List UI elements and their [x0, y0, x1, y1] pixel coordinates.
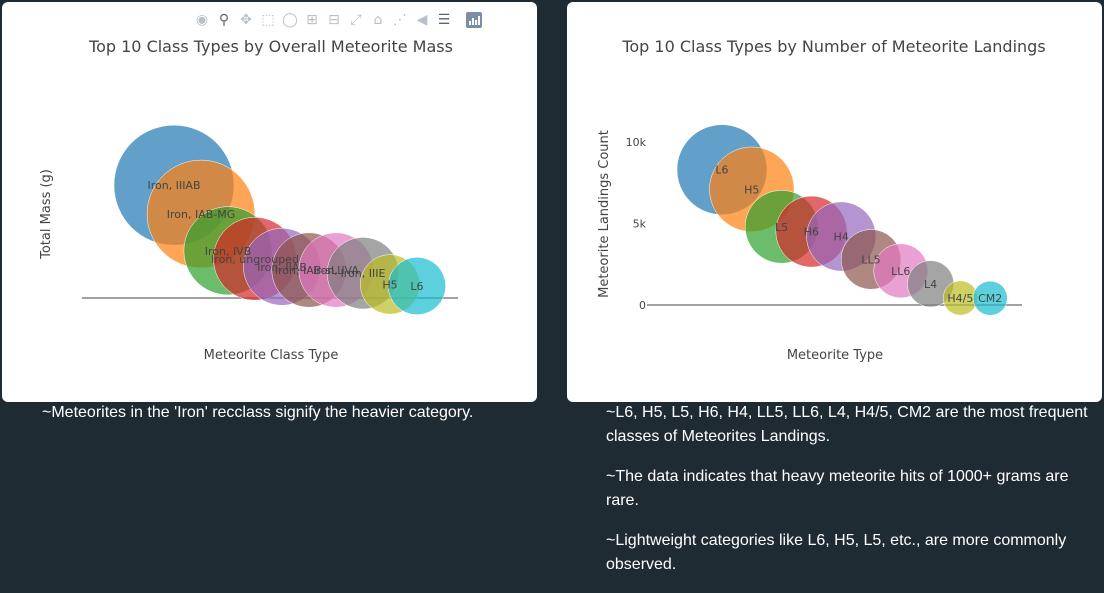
y-ticks: 0 5k 10k	[626, 136, 647, 312]
note-frequent-classes: ~L6, H5, L5, H6, H4, LL5, LL6, L4, H4/5,…	[606, 401, 1100, 449]
bubble-label-iron-iiie: Iron, IIIE	[341, 267, 386, 280]
y-axis-title: Total Mass (g)	[39, 169, 54, 260]
bubble-label-iron-iab-mg: Iron, IAB-MG	[167, 208, 236, 221]
chart-title: Top 10 Class Types by Overall Meteorite …	[88, 37, 453, 56]
bubble-label-ll5: LL5	[861, 253, 880, 266]
notes-landings: ~L6, H5, L5, H6, H4, LL5, LL6, L4, H4/5,…	[606, 401, 1100, 593]
bubble-label-h4-5: H4/5	[947, 292, 973, 305]
landings-chart: Top 10 Class Types by Number of Meteorit…	[567, 2, 1102, 402]
bubble-label-h6: H6	[804, 226, 819, 239]
note-heavy-iron: ~Meteorites in the 'Iron' recclass signi…	[42, 401, 522, 425]
y-tick-label: 0	[639, 299, 646, 312]
y-tick-label: 5k	[633, 218, 647, 231]
bubble-label-h5: H5	[382, 278, 397, 291]
bubbles: L6 H5 L5 H6 H4 LL5 LL6 L4 H4/5 CM2	[677, 125, 1007, 316]
bubble-label-h4: H4	[834, 231, 849, 244]
bubble-label-h5: H5	[744, 183, 759, 196]
bubble-label-ll6: LL6	[891, 265, 910, 278]
bubble-label-l4: L4	[924, 278, 937, 291]
note-lightweight-common: ~Lightweight categories like L6, H5, L5,…	[606, 529, 1100, 577]
landings-chart-card: Top 10 Class Types by Number of Meteorit…	[567, 2, 1102, 402]
mass-chart-card: ◉ ⚲ ✥ ⬚ ◯ ⊞ ⊟ ⤢ ⌂ ⋰ ◀ ☰ Top 10 Class Typ…	[2, 2, 537, 402]
x-axis-title: Meteorite Type	[787, 348, 883, 363]
bubble-label-l6: L6	[410, 280, 423, 293]
note-heavy-rare: ~The data indicates that heavy meteorite…	[606, 465, 1100, 513]
chart-title: Top 10 Class Types by Number of Meteorit…	[621, 37, 1045, 56]
bubble-label-l6: L6	[715, 164, 728, 177]
y-tick-label: 10k	[626, 136, 647, 149]
y-axis-title: Meteorite Landings Count	[597, 130, 612, 298]
mass-chart: Top 10 Class Types by Overall Meteorite …	[2, 2, 537, 402]
bubble-label-l5: L5	[775, 221, 788, 234]
x-axis-title: Meteorite Class Type	[204, 348, 339, 363]
bubble-label-cm2: CM2	[978, 292, 1002, 305]
bubble-label-iron-iiiab: Iron, IIIAB	[147, 179, 200, 192]
